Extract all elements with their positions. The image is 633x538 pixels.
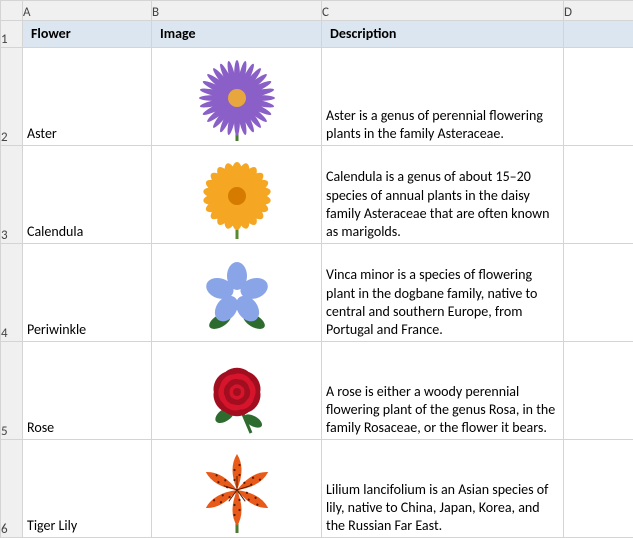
cell-C4[interactable]: Vinca minor is a species of flowering pl…: [322, 244, 564, 342]
cell-D2[interactable]: [564, 48, 633, 146]
cell-B5[interactable]: [152, 342, 322, 440]
row-header-2[interactable]: 2: [1, 48, 23, 146]
row-header-5[interactable]: 5: [1, 342, 23, 440]
flower-description: Lilium lancifolium is an Asian species o…: [322, 479, 563, 538]
flower-image: [152, 443, 321, 537]
flower-name: Tiger Lily: [23, 515, 151, 537]
table-header-row: 1 Flower Image Description: [1, 21, 633, 48]
flower-image: [152, 247, 321, 341]
cell-B3[interactable]: [152, 146, 322, 244]
col-header-C[interactable]: C: [322, 1, 564, 21]
row-header-1[interactable]: 1: [1, 21, 23, 48]
cell-C5[interactable]: A rose is either a woody perennial flowe…: [322, 342, 564, 440]
spreadsheet-grid[interactable]: A B C D 1 Flower Image Description 2 Ast…: [0, 0, 633, 538]
cell-A6[interactable]: Tiger Lily: [23, 440, 152, 538]
cell-B2[interactable]: [152, 48, 322, 146]
cell-D3[interactable]: [564, 146, 633, 244]
column-header-row: A B C D: [1, 1, 633, 21]
select-all-corner[interactable]: [1, 1, 23, 21]
cell-D6[interactable]: [564, 440, 633, 538]
cell-C6[interactable]: Lilium lancifolium is an Asian species o…: [322, 440, 564, 538]
cell-A4[interactable]: Periwinkle: [23, 244, 152, 342]
col-header-B[interactable]: B: [152, 1, 322, 21]
table-row: 6 Tiger Lily Lilium lancifolium is an As…: [1, 440, 633, 538]
row-header-3[interactable]: 3: [1, 146, 23, 244]
cell-C1[interactable]: Description: [322, 21, 564, 48]
cell-D5[interactable]: [564, 342, 633, 440]
row-header-6[interactable]: 6: [1, 440, 23, 538]
table-row: 3 Calendula Calendula is a genus of abou…: [1, 146, 633, 244]
flower-name: Rose: [23, 417, 151, 439]
cell-B1[interactable]: Image: [152, 21, 322, 48]
header-description: Description: [326, 23, 559, 45]
row-header-4[interactable]: 4: [1, 244, 23, 342]
flower-description: Calendula is a genus of about 15–20 spec…: [322, 166, 563, 243]
cell-D4[interactable]: [564, 244, 633, 342]
flower-description: Aster is a genus of perennial flowering …: [322, 105, 563, 145]
col-header-D[interactable]: D: [564, 1, 633, 21]
cell-A2[interactable]: Aster: [23, 48, 152, 146]
cell-D1[interactable]: [564, 21, 633, 48]
cell-B4[interactable]: [152, 244, 322, 342]
table-row: 4 Periwinkle Vinca minor is a species of…: [1, 244, 633, 342]
flower-image: [152, 345, 321, 439]
cell-B6[interactable]: [152, 440, 322, 538]
cell-C2[interactable]: Aster is a genus of perennial flowering …: [322, 48, 564, 146]
header-flower: Flower: [27, 23, 147, 45]
flower-name: Calendula: [23, 221, 151, 243]
cell-C3[interactable]: Calendula is a genus of about 15–20 spec…: [322, 146, 564, 244]
flower-name: Periwinkle: [23, 319, 151, 341]
header-image: Image: [156, 23, 317, 45]
cell-A5[interactable]: Rose: [23, 342, 152, 440]
col-header-A[interactable]: A: [23, 1, 152, 21]
flower-description: Vinca minor is a species of flowering pl…: [322, 264, 563, 341]
flower-name: Aster: [23, 123, 151, 145]
flower-image: [152, 51, 321, 145]
flower-description: A rose is either a woody perennial flowe…: [322, 381, 563, 440]
table-row: 5 Rose A rose is either a woody perennia…: [1, 342, 633, 440]
cell-A3[interactable]: Calendula: [23, 146, 152, 244]
cell-A1[interactable]: Flower: [23, 21, 152, 48]
table-row: 2 Aster Aster is a genus of perennial fl…: [1, 48, 633, 146]
flower-image: [152, 149, 321, 243]
